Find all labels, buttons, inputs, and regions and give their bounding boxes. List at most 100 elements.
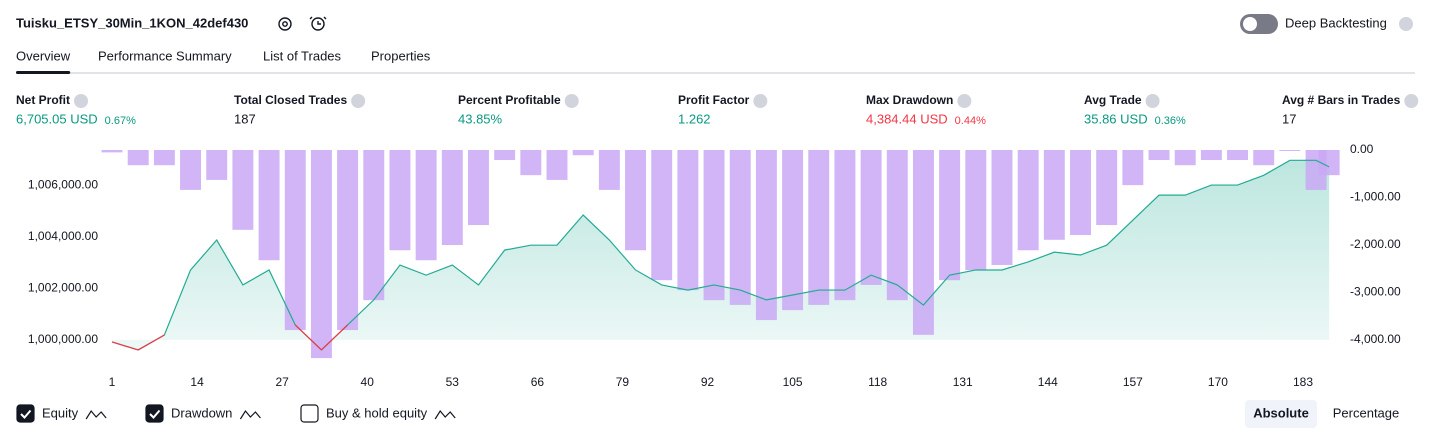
drawdown-bar	[337, 150, 359, 331]
loss-segment	[294, 324, 322, 351]
metric-percent: 0.44%	[955, 115, 986, 127]
checkmark	[149, 409, 161, 419]
drawdown-bar	[808, 150, 830, 305]
tab[interactable]: Properties	[371, 48, 431, 63]
y-tick-label: 1,006,000.00	[28, 177, 98, 191]
x-tick-label: 92	[701, 375, 715, 389]
metric-value: 187	[234, 111, 256, 126]
mode-button[interactable]: Absolute	[1253, 405, 1309, 420]
x-tick-label: 66	[531, 375, 545, 389]
help-icon[interactable]	[1399, 17, 1413, 31]
drawdown-bar	[572, 150, 594, 156]
metric-value: 4,384.44 USD	[866, 111, 948, 126]
drawdown-bar	[468, 150, 489, 226]
x-tick-label: 53	[446, 375, 460, 389]
info-icon[interactable]	[351, 94, 366, 108]
metric-label: Total Closed Trades	[234, 93, 347, 107]
info-icon[interactable]	[564, 94, 579, 108]
metric-percent: 0.36%	[1155, 115, 1186, 127]
alert-icon[interactable]	[309, 16, 327, 31]
metric-value: 1.262	[678, 111, 711, 126]
y-tick-label: 1,004,000.00	[28, 229, 98, 243]
drawdown-bar	[284, 150, 306, 331]
drawdown-bar	[912, 150, 934, 335]
x-tick-label: 170	[1208, 375, 1228, 389]
drawdown-bar	[886, 150, 908, 301]
drawdown-bar	[598, 150, 620, 190]
drawdown-bar	[153, 150, 175, 166]
x-tick-label: 183	[1293, 375, 1313, 389]
loss-segment	[321, 324, 349, 351]
x-tick-label: 79	[616, 375, 630, 389]
drawdown-bar	[1227, 150, 1249, 160]
drawdown-bar	[258, 150, 280, 261]
metric-label: Max Drawdown	[866, 93, 953, 107]
drawdown-bar	[310, 150, 332, 359]
drawdown-bar	[1096, 150, 1118, 226]
checkbox[interactable]	[16, 404, 35, 423]
drawdown-bar	[232, 150, 254, 230]
metric-label: Percent Profitable	[458, 93, 561, 107]
info-icon[interactable]	[1145, 94, 1160, 108]
drawdown-bar	[651, 150, 673, 281]
drawdown-bar	[494, 150, 516, 160]
drawdown-bar	[1174, 150, 1196, 166]
drawdown-bar	[939, 150, 961, 281]
toggle-label: Deep Backtesting	[1285, 15, 1387, 30]
metric-value: 35.86 USD	[1084, 111, 1148, 126]
checkbox[interactable]	[145, 404, 164, 423]
x-tick-label: 27	[275, 375, 289, 389]
settings-icon[interactable]	[278, 17, 292, 31]
equity-area	[112, 160, 1330, 350]
drawdown-bar	[1122, 150, 1144, 186]
drawdown-bar	[860, 150, 882, 285]
metric-percent: 0.67%	[105, 115, 136, 127]
x-tick-label: 157	[1123, 375, 1143, 389]
legend-icon	[85, 409, 107, 420]
drawdown-bar	[834, 150, 856, 301]
info-icon[interactable]	[957, 94, 972, 108]
drawdown-bar	[1253, 150, 1275, 166]
tab[interactable]: List of Trades	[263, 48, 342, 63]
tab[interactable]: Overview	[16, 48, 71, 63]
x-tick-label: 1	[109, 375, 116, 389]
drawdown-bar	[363, 150, 385, 301]
metric-label: Net Profit	[16, 93, 70, 107]
info-icon[interactable]	[74, 94, 88, 108]
drawdown-bar	[965, 150, 987, 271]
drawdown-bar	[101, 150, 123, 153]
metric-value: 17	[1282, 111, 1296, 126]
legend-icon	[239, 409, 261, 420]
drawdown-bar	[782, 150, 804, 311]
x-tick-label: 131	[953, 375, 973, 389]
info-icon[interactable]	[753, 94, 768, 108]
y2-tick-label: -4,000.00	[1350, 332, 1401, 346]
drawdown-bar	[441, 150, 463, 246]
tab[interactable]: Performance Summary	[98, 48, 232, 63]
info-icon[interactable]	[1404, 94, 1419, 108]
legend-label: Equity	[42, 405, 79, 420]
drawdown-bar	[415, 150, 437, 261]
toggle-knob	[1243, 17, 1257, 31]
drawdown-bar	[1200, 150, 1222, 160]
legend-icon	[434, 409, 456, 420]
drawdown-bar	[180, 150, 202, 190]
drawdown-bar	[206, 150, 228, 180]
y-tick-label: 1,002,000.00	[28, 280, 98, 294]
drawdown-bar	[625, 150, 646, 251]
legend-label: Buy & hold equity	[326, 405, 428, 420]
metric-value: 6,705.05 USD	[16, 111, 98, 126]
y2-tick-label: -3,000.00	[1350, 285, 1401, 299]
x-tick-label: 14	[190, 375, 204, 389]
y2-tick-label: -1,000.00	[1350, 190, 1401, 204]
drawdown-bar	[1279, 150, 1301, 151]
mode-button[interactable]: Percentage	[1333, 405, 1400, 420]
y2-tick-label: 0.00	[1350, 142, 1374, 156]
drawdown-bar	[729, 150, 751, 305]
drawdown-bar	[389, 150, 411, 251]
metric-value: 43.85%	[458, 111, 503, 126]
checkbox[interactable]	[300, 404, 319, 423]
loss-segment	[111, 341, 139, 351]
